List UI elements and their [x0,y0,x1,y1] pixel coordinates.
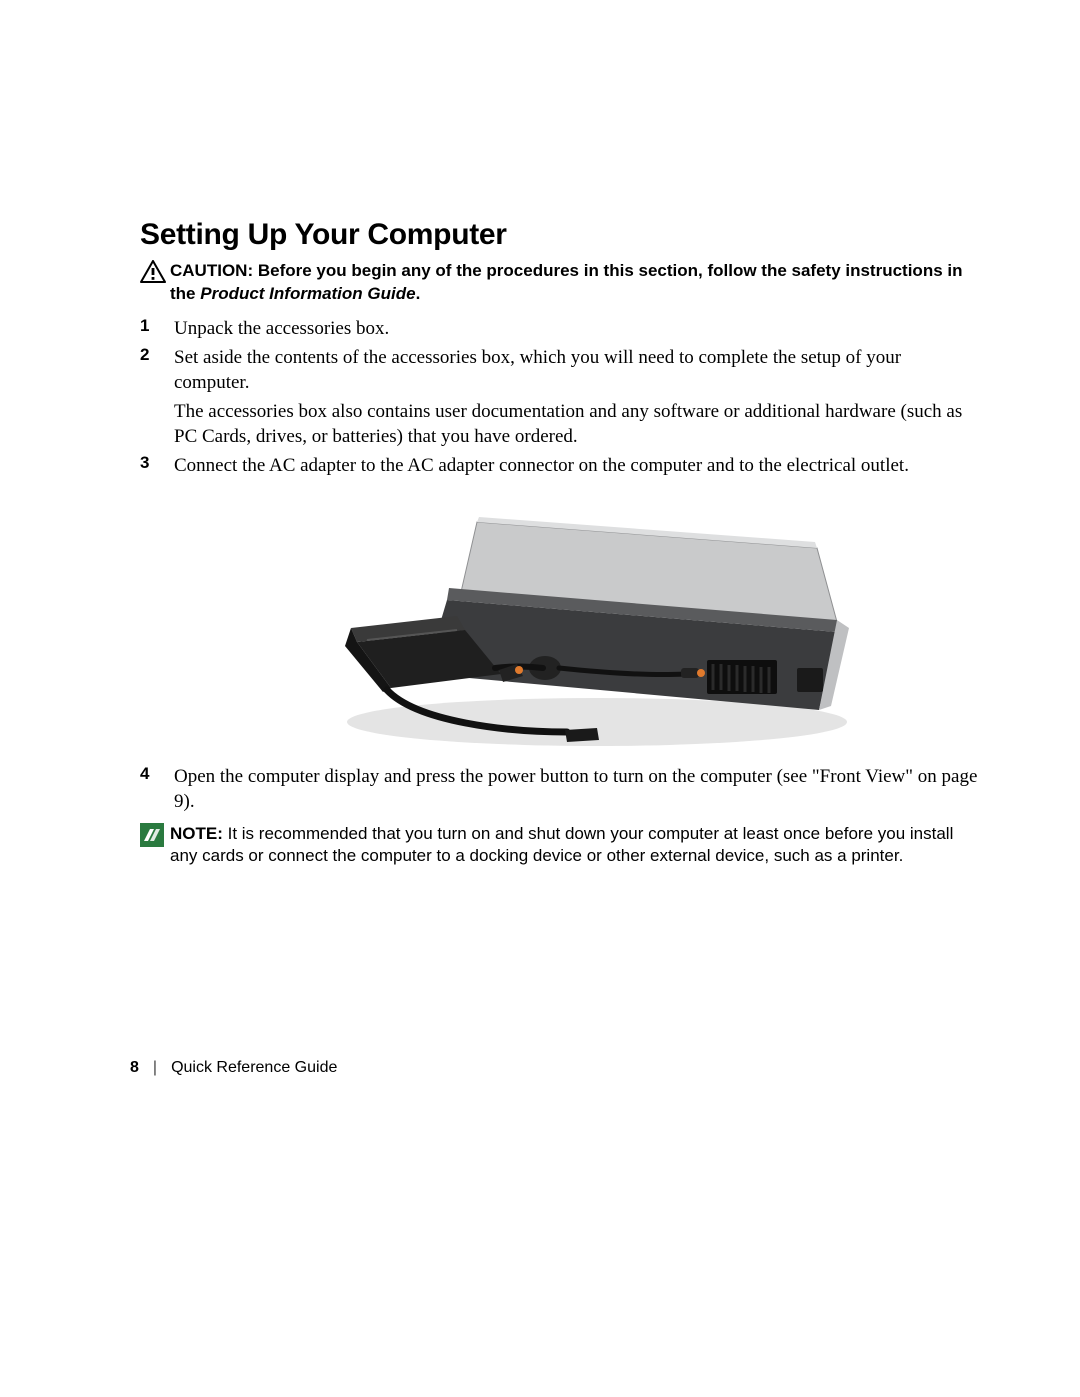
caution-label: CAUTION: [170,261,253,280]
caution-text: CAUTION: Before you begin any of the pro… [170,260,980,306]
step-2: 2 Set aside the contents of the accessor… [140,345,980,449]
footer-separator: | [153,1059,157,1077]
step-4: 4 Open the computer display and press th… [140,764,980,814]
step-text: Set aside the contents of the accessorie… [174,345,980,395]
note-label: NOTE: [170,824,223,843]
page-heading: Setting Up Your Computer [140,218,980,252]
caution-italic: Product Information Guide [200,284,415,303]
page-footer: 8 | Quick Reference Guide [130,1059,337,1077]
step-number: 4 [140,764,149,784]
step-3: 3 Connect the AC adapter to the AC adapt… [140,453,980,752]
caution-body-2: . [416,284,421,303]
step-1: 1 Unpack the accessories box. [140,316,980,341]
footer-title: Quick Reference Guide [171,1059,337,1077]
step-number: 2 [140,345,149,365]
footer-page-number: 8 [130,1059,139,1077]
note-block: NOTE: It is recommended that you turn on… [140,823,980,869]
step-continuation: The accessories box also contains user d… [174,399,980,449]
step-number: 1 [140,316,149,336]
caution-block: CAUTION: Before you begin any of the pro… [140,260,980,306]
step-text: Connect the AC adapter to the AC adapter… [174,453,980,478]
step-text: Open the computer display and press the … [174,764,980,814]
note-text: NOTE: It is recommended that you turn on… [170,823,980,869]
caution-icon [140,260,170,289]
step-text: Unpack the accessories box. [174,316,980,341]
note-body: It is recommended that you turn on and s… [170,824,953,866]
note-icon [140,823,170,847]
document-page: Setting Up Your Computer CAUTION: Before… [0,0,1080,1397]
step-number: 3 [140,453,149,473]
steps-list: 1 Unpack the accessories box. 2 Set asid… [140,316,980,815]
laptop-adapter-figure [297,492,857,752]
